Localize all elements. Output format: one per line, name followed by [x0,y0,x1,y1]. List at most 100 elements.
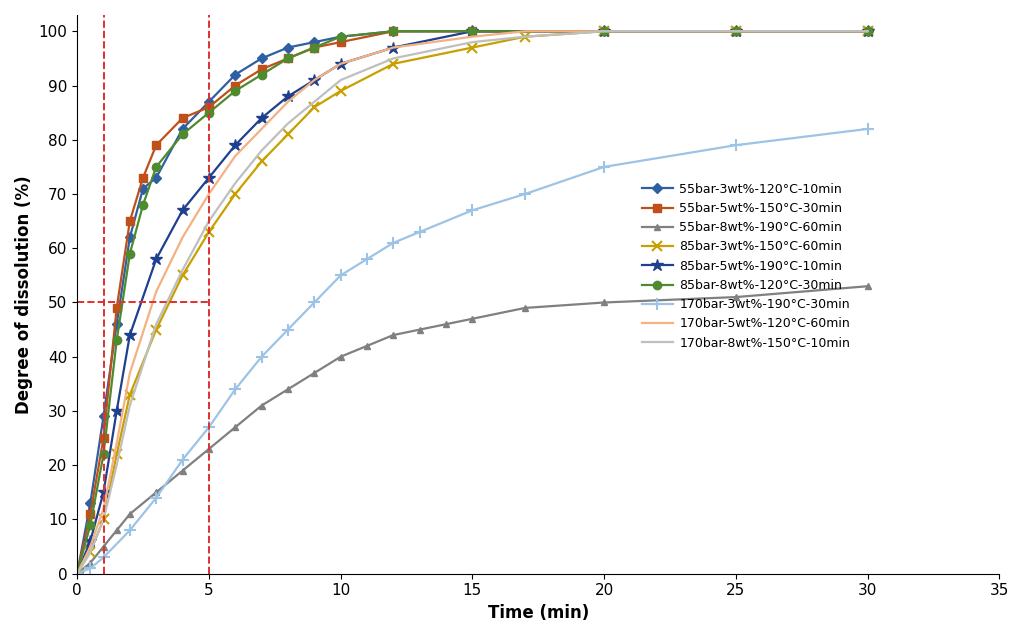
85bar-8wt%-120°C-30min [282,55,294,62]
Line: 170bar-3wt%-190°C-30min: 170bar-3wt%-190°C-30min [72,124,873,579]
55bar-3wt%-120°C-10min [730,27,742,35]
55bar-3wt%-120°C-10min [203,98,215,106]
170bar-8wt%-150°C-10min [387,55,399,62]
85bar-5wt%-190°C-10min [97,489,110,496]
55bar-8wt%-190°C-60min [335,353,347,361]
170bar-3wt%-190°C-30min [730,141,742,149]
55bar-5wt%-150°C-30min [466,27,478,35]
170bar-3wt%-190°C-30min [360,255,373,263]
170bar-5wt%-120°C-60min [730,27,742,35]
170bar-8wt%-150°C-10min [84,548,96,556]
85bar-3wt%-150°C-60min [282,131,294,138]
55bar-5wt%-150°C-30min [71,570,83,578]
55bar-8wt%-190°C-60min [360,342,373,350]
170bar-3wt%-190°C-30min [176,456,188,464]
55bar-3wt%-120°C-10min [97,413,110,420]
170bar-3wt%-190°C-30min [861,125,873,132]
55bar-8wt%-190°C-60min [111,527,123,534]
170bar-8wt%-150°C-10min [97,516,110,524]
170bar-8wt%-150°C-10min [861,27,873,35]
85bar-5wt%-190°C-10min [84,538,96,545]
55bar-5wt%-150°C-30min [387,27,399,35]
170bar-5wt%-120°C-60min [97,505,110,512]
55bar-8wt%-190°C-60min [308,369,321,377]
55bar-8wt%-190°C-60min [255,402,267,410]
55bar-3wt%-120°C-10min [387,27,399,35]
Line: 55bar-5wt%-150°C-30min: 55bar-5wt%-150°C-30min [73,27,871,578]
55bar-3wt%-120°C-10min [176,125,188,132]
55bar-8wt%-190°C-60min [229,424,242,431]
170bar-8wt%-150°C-10min [598,27,610,35]
85bar-8wt%-120°C-30min [124,250,136,257]
55bar-5wt%-150°C-30min [203,103,215,111]
85bar-5wt%-190°C-10min [176,206,188,214]
55bar-5wt%-150°C-30min [255,66,267,73]
85bar-3wt%-150°C-60min [176,271,188,279]
85bar-5wt%-190°C-10min [730,27,742,35]
170bar-5wt%-120°C-60min [861,27,873,35]
85bar-5wt%-190°C-10min [466,27,478,35]
55bar-3wt%-120°C-10min [335,33,347,41]
55bar-8wt%-190°C-60min [124,510,136,518]
85bar-3wt%-150°C-60min [387,60,399,68]
170bar-8wt%-150°C-10min [335,76,347,84]
170bar-8wt%-150°C-10min [111,461,123,469]
85bar-5wt%-190°C-10min [387,44,399,52]
Line: 85bar-3wt%-150°C-60min: 85bar-3wt%-150°C-60min [73,26,872,578]
170bar-8wt%-150°C-10min [124,402,136,410]
85bar-3wt%-150°C-60min [84,548,96,556]
Line: 85bar-5wt%-190°C-10min: 85bar-5wt%-190°C-10min [71,25,873,580]
Line: 170bar-8wt%-150°C-10min: 170bar-8wt%-150°C-10min [77,31,867,574]
55bar-8wt%-190°C-60min [414,326,426,333]
55bar-5wt%-150°C-30min [111,304,123,311]
85bar-3wt%-150°C-60min [203,228,215,236]
55bar-3wt%-120°C-10min [255,55,267,62]
170bar-3wt%-190°C-30min [71,570,83,578]
85bar-5wt%-190°C-10min [124,331,136,339]
55bar-3wt%-120°C-10min [861,27,873,35]
Line: 55bar-3wt%-120°C-10min: 55bar-3wt%-120°C-10min [74,28,871,577]
170bar-5wt%-120°C-60min [176,234,188,241]
X-axis label: Time (min): Time (min) [487,604,589,622]
85bar-3wt%-150°C-60min [151,326,163,333]
55bar-8wt%-190°C-60min [466,315,478,322]
170bar-5wt%-120°C-60min [151,288,163,296]
85bar-3wt%-150°C-60min [861,27,873,35]
55bar-3wt%-120°C-10min [229,71,242,78]
55bar-5wt%-150°C-30min [84,510,96,518]
85bar-8wt%-120°C-30min [861,27,873,35]
170bar-3wt%-190°C-30min [598,163,610,171]
85bar-5wt%-190°C-10min [598,27,610,35]
170bar-3wt%-190°C-30min [308,299,321,306]
Legend: 55bar-3wt%-120°C-10min, 55bar-5wt%-150°C-30min, 55bar-8wt%-190°C-60min, 85bar-3w: 55bar-3wt%-120°C-10min, 55bar-5wt%-150°C… [637,178,855,355]
55bar-5wt%-150°C-30min [308,44,321,52]
55bar-3wt%-120°C-10min [84,499,96,507]
85bar-5wt%-190°C-10min [203,174,215,182]
170bar-5wt%-120°C-60min [335,60,347,68]
Line: 85bar-8wt%-120°C-30min: 85bar-8wt%-120°C-30min [73,27,871,578]
55bar-3wt%-120°C-10min [598,27,610,35]
170bar-3wt%-190°C-30min [282,326,294,333]
170bar-5wt%-120°C-60min [308,76,321,84]
170bar-3wt%-190°C-30min [387,239,399,247]
170bar-3wt%-190°C-30min [97,554,110,561]
170bar-3wt%-190°C-30min [124,527,136,534]
170bar-5wt%-120°C-60min [598,27,610,35]
85bar-8wt%-120°C-30min [466,27,478,35]
170bar-5wt%-120°C-60min [282,98,294,106]
170bar-8wt%-150°C-10min [151,320,163,328]
170bar-3wt%-190°C-30min [335,271,347,279]
55bar-3wt%-120°C-10min [111,320,123,328]
170bar-3wt%-190°C-30min [255,353,267,361]
85bar-3wt%-150°C-60min [111,450,123,458]
85bar-8wt%-120°C-30min [97,450,110,458]
55bar-5wt%-150°C-30min [151,141,163,149]
85bar-5wt%-190°C-10min [335,60,347,68]
55bar-3wt%-120°C-10min [71,570,83,578]
170bar-8wt%-150°C-10min [519,33,531,41]
55bar-8wt%-190°C-60min [282,385,294,393]
85bar-3wt%-150°C-60min [255,157,267,165]
85bar-5wt%-190°C-10min [111,407,123,415]
85bar-5wt%-190°C-10min [71,570,83,578]
55bar-5wt%-150°C-30min [730,27,742,35]
